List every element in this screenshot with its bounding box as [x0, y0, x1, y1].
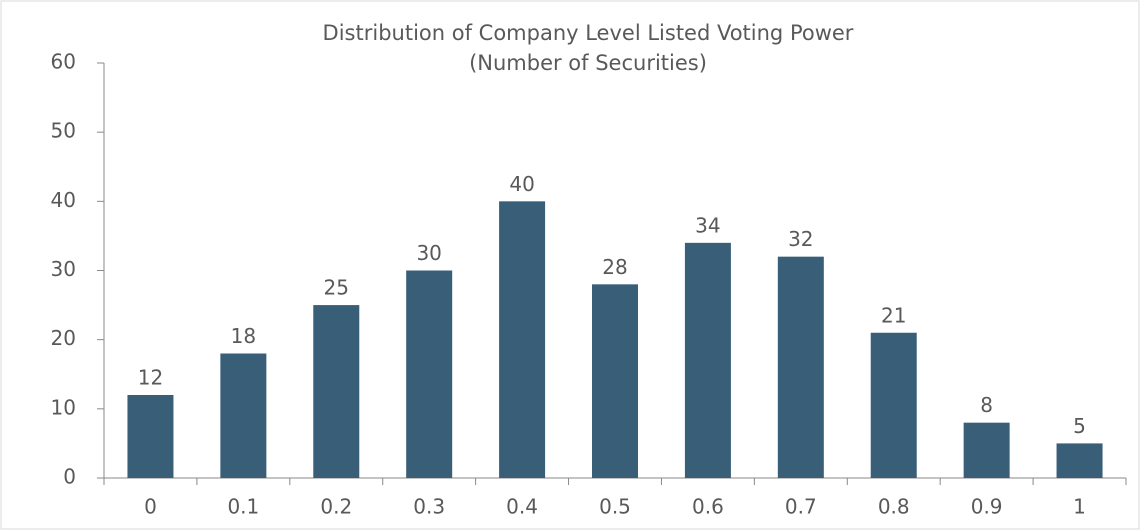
bar — [499, 201, 546, 479]
y-tick-label: 30 — [51, 257, 76, 281]
chart-title: Distribution of Company Level Listed Vot… — [323, 21, 854, 45]
data-label: 30 — [416, 241, 441, 265]
data-label: 28 — [602, 255, 627, 279]
x-tick-label: 0.1 — [227, 495, 259, 519]
y-tick-label: 10 — [51, 395, 76, 419]
y-tick-label: 20 — [51, 326, 76, 350]
x-tick-label: 0.4 — [506, 495, 538, 519]
data-label: 12 — [138, 366, 163, 390]
bar — [777, 256, 824, 478]
data-label: 8 — [980, 393, 993, 417]
data-label: 25 — [324, 276, 349, 300]
data-label: 32 — [788, 227, 813, 251]
bar — [220, 353, 267, 478]
x-tick-label: 0.3 — [413, 495, 445, 519]
bar — [963, 422, 1010, 478]
bar — [313, 305, 360, 478]
y-tick-label: 50 — [51, 119, 76, 143]
data-label: 40 — [509, 172, 534, 196]
bar — [592, 284, 638, 478]
x-tick-label: 1 — [1073, 495, 1086, 519]
data-label: 34 — [695, 213, 720, 237]
data-label: 5 — [1073, 414, 1086, 438]
y-tick-label: 40 — [51, 188, 76, 212]
bar — [127, 395, 174, 478]
bar — [870, 332, 917, 478]
x-tick-label: 0.7 — [785, 495, 817, 519]
x-tick-label: 0.2 — [320, 495, 352, 519]
x-tick-label: 0.6 — [692, 495, 724, 519]
bar — [1056, 443, 1103, 478]
y-tick-label: 60 — [51, 50, 76, 74]
x-tick-label: 0 — [144, 495, 157, 519]
x-tick-label: 0.5 — [599, 495, 631, 519]
data-label: 18 — [231, 324, 256, 348]
chart-subtitle: (Number of Securities) — [469, 51, 707, 75]
data-label: 21 — [881, 303, 906, 327]
y-tick-label: 0 — [63, 465, 76, 489]
bar — [406, 270, 453, 478]
x-tick-label: 0.9 — [971, 495, 1003, 519]
bar — [684, 242, 731, 478]
x-tick-label: 0.8 — [878, 495, 910, 519]
